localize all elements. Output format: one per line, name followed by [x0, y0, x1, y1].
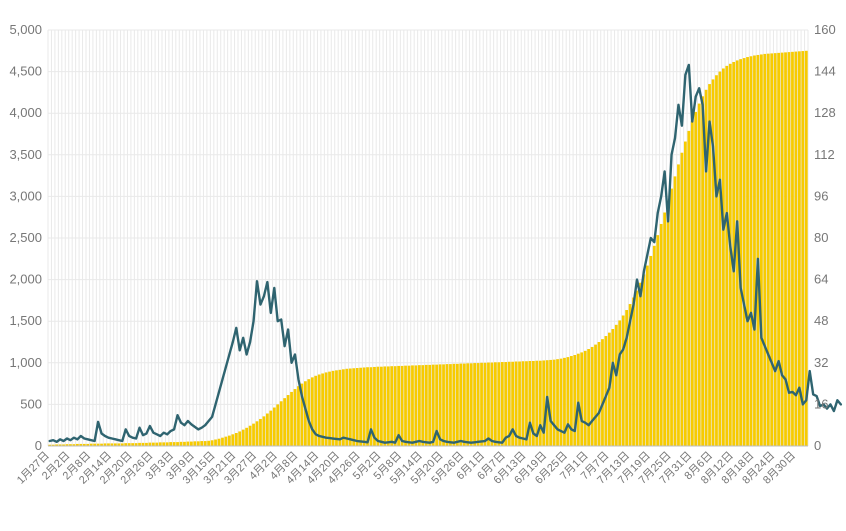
svg-text:4,000: 4,000 [9, 105, 42, 120]
svg-text:1,500: 1,500 [9, 313, 42, 328]
svg-text:1,000: 1,000 [9, 355, 42, 370]
svg-text:64: 64 [814, 272, 828, 287]
svg-text:112: 112 [814, 147, 835, 162]
svg-text:3,500: 3,500 [9, 147, 42, 162]
svg-text:80: 80 [814, 230, 828, 245]
svg-text:2,500: 2,500 [9, 230, 42, 245]
svg-text:5,000: 5,000 [9, 22, 42, 37]
svg-text:128: 128 [814, 105, 836, 120]
svg-text:3,000: 3,000 [9, 188, 42, 203]
svg-text:4,500: 4,500 [9, 64, 42, 79]
svg-text:2,000: 2,000 [9, 272, 42, 287]
svg-text:48: 48 [814, 313, 828, 328]
svg-text:144: 144 [814, 64, 836, 79]
svg-text:500: 500 [20, 396, 42, 411]
svg-text:0: 0 [814, 438, 821, 453]
dual-axis-chart: 0 500 1,000 1,500 2,000 2,500 3,000 3,500 4,000 4… [0, 0, 846, 531]
svg-text:32: 32 [814, 355, 828, 370]
svg-text:160: 160 [814, 22, 836, 37]
svg-text:16: 16 [814, 396, 828, 411]
svg-text:96: 96 [814, 188, 828, 203]
chart-svg: 0 500 1,000 1,500 2,000 2,500 3,000 3,500 4,000 4… [0, 0, 846, 531]
